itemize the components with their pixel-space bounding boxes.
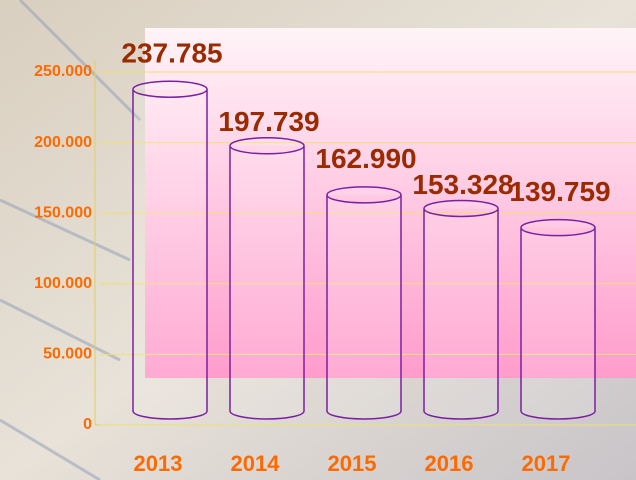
x-tick-label: 2013 [134,451,183,476]
x-tick-label: 2015 [328,451,377,476]
bar [229,137,305,420]
y-tick-label: 100.000 [34,275,92,292]
y-tick-label: 150.000 [34,204,92,221]
x-tick-label: 2016 [425,451,474,476]
plot-area [145,28,636,378]
bar [326,186,402,420]
background-decoration [0,0,142,480]
x-tick-label: 2014 [231,451,281,476]
y-tick-label: 250.000 [34,63,92,80]
value-label: 153.328 [412,169,513,200]
bar [132,80,208,420]
value-label: 139.759 [509,176,610,207]
value-label: 237.785 [121,38,222,69]
bar [423,199,499,420]
value-label: 162.990 [315,143,416,174]
x-tick-label: 2017 [522,451,571,476]
bar [520,218,596,420]
value-label: 197.739 [218,106,319,137]
y-tick-label: 200.000 [34,134,92,151]
y-tick-label: 0 [83,416,92,433]
y-tick-label: 50.000 [43,346,92,363]
